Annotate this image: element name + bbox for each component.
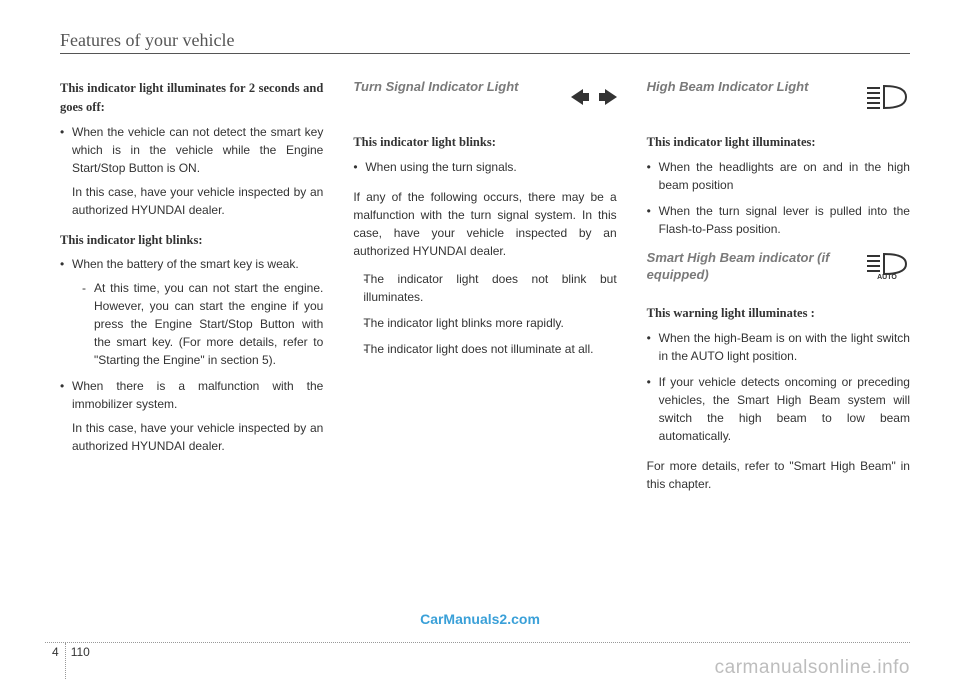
bullet-para: In this case, have your vehicle inspecte… — [72, 183, 323, 219]
content-columns: This indicator light illuminates for 2 s… — [60, 79, 910, 503]
watermark-carmanuals2: CarManuals2.com — [0, 611, 960, 627]
col2-para: If any of the following occurs, there ma… — [353, 188, 616, 260]
list-item: When the high-Beam is on with the light … — [647, 329, 910, 365]
page-footer: 4 110 — [52, 645, 90, 659]
turn-signal-icon — [571, 79, 617, 115]
list-item: If your vehicle detects oncoming or prec… — [647, 373, 910, 445]
col1-heading-1: This indicator light illuminates for 2 s… — [60, 79, 323, 117]
col3b-heading-1: This warning light illuminates : — [647, 304, 910, 323]
list-item: When the turn signal lever is pulled int… — [647, 202, 910, 238]
column-2: Turn Signal Indicator Light This indicat… — [353, 79, 616, 503]
auto-label: AUTO — [877, 273, 897, 284]
dash-item: The indicator light blinks more rapidly. — [353, 314, 616, 332]
list-item: When using the turn signals. — [353, 158, 616, 176]
list-item: When the headlights are on and in the hi… — [647, 158, 910, 194]
col1-list-1: When the vehicle can not detect the smar… — [60, 123, 323, 219]
high-beam-title: High Beam Indicator Light — [647, 79, 864, 96]
col3b-para: For more details, refer to "Smart High B… — [647, 457, 910, 493]
col3b-list-1: When the high-Beam is on with the light … — [647, 329, 910, 445]
dash-item: At this time, you can not start the engi… — [72, 279, 323, 369]
watermark-carmanualsonline: carmanualsonline.info — [715, 657, 910, 679]
high-beam-icon — [864, 79, 910, 115]
dash-item: The indicator light does not illuminate … — [353, 340, 616, 358]
col1-list-2: When the battery of the smart key is wea… — [60, 255, 323, 455]
footer-dotted-rule — [45, 642, 910, 643]
column-1: This indicator light illuminates for 2 s… — [60, 79, 323, 503]
chapter-number: 4 — [52, 645, 65, 659]
list-item: When the battery of the smart key is wea… — [60, 255, 323, 369]
dash-item: The indicator light does not blink but i… — [353, 270, 616, 306]
bullet-text: When the battery of the smart key is wea… — [72, 257, 299, 271]
col2-header: Turn Signal Indicator Light — [353, 79, 616, 115]
col3b-header: Smart High Beam indicator (if equipped) … — [647, 250, 910, 286]
col3a-list-1: When the headlights are on and in the hi… — [647, 158, 910, 238]
list-item: When the vehicle can not detect the smar… — [60, 123, 323, 219]
list-item: When there is a malfunction with the imm… — [60, 377, 323, 455]
bullet-text: When there is a malfunction with the imm… — [72, 379, 323, 411]
col2-list-1: When using the turn signals. — [353, 158, 616, 176]
col3a-header: High Beam Indicator Light — [647, 79, 910, 115]
bullet-para: In this case, have your vehicle inspecte… — [72, 419, 323, 455]
column-3: High Beam Indicator Light This indicator… — [647, 79, 910, 503]
col1-heading-2: This indicator light blinks: — [60, 231, 323, 250]
col3a-heading-1: This indicator light illuminates: — [647, 133, 910, 152]
page-number: 110 — [65, 645, 90, 659]
bullet-text: When the vehicle can not detect the smar… — [72, 125, 323, 175]
section-header: Features of your vehicle — [60, 30, 910, 51]
smart-high-beam-icon: AUTO — [864, 250, 910, 286]
header-rule — [60, 53, 910, 54]
col2-heading-1: This indicator light blinks: — [353, 133, 616, 152]
smart-high-beam-title: Smart High Beam indicator (if equipped) — [647, 250, 864, 284]
turn-signal-title: Turn Signal Indicator Light — [353, 79, 570, 96]
manual-page: Features of your vehicle This indicator … — [0, 0, 960, 689]
